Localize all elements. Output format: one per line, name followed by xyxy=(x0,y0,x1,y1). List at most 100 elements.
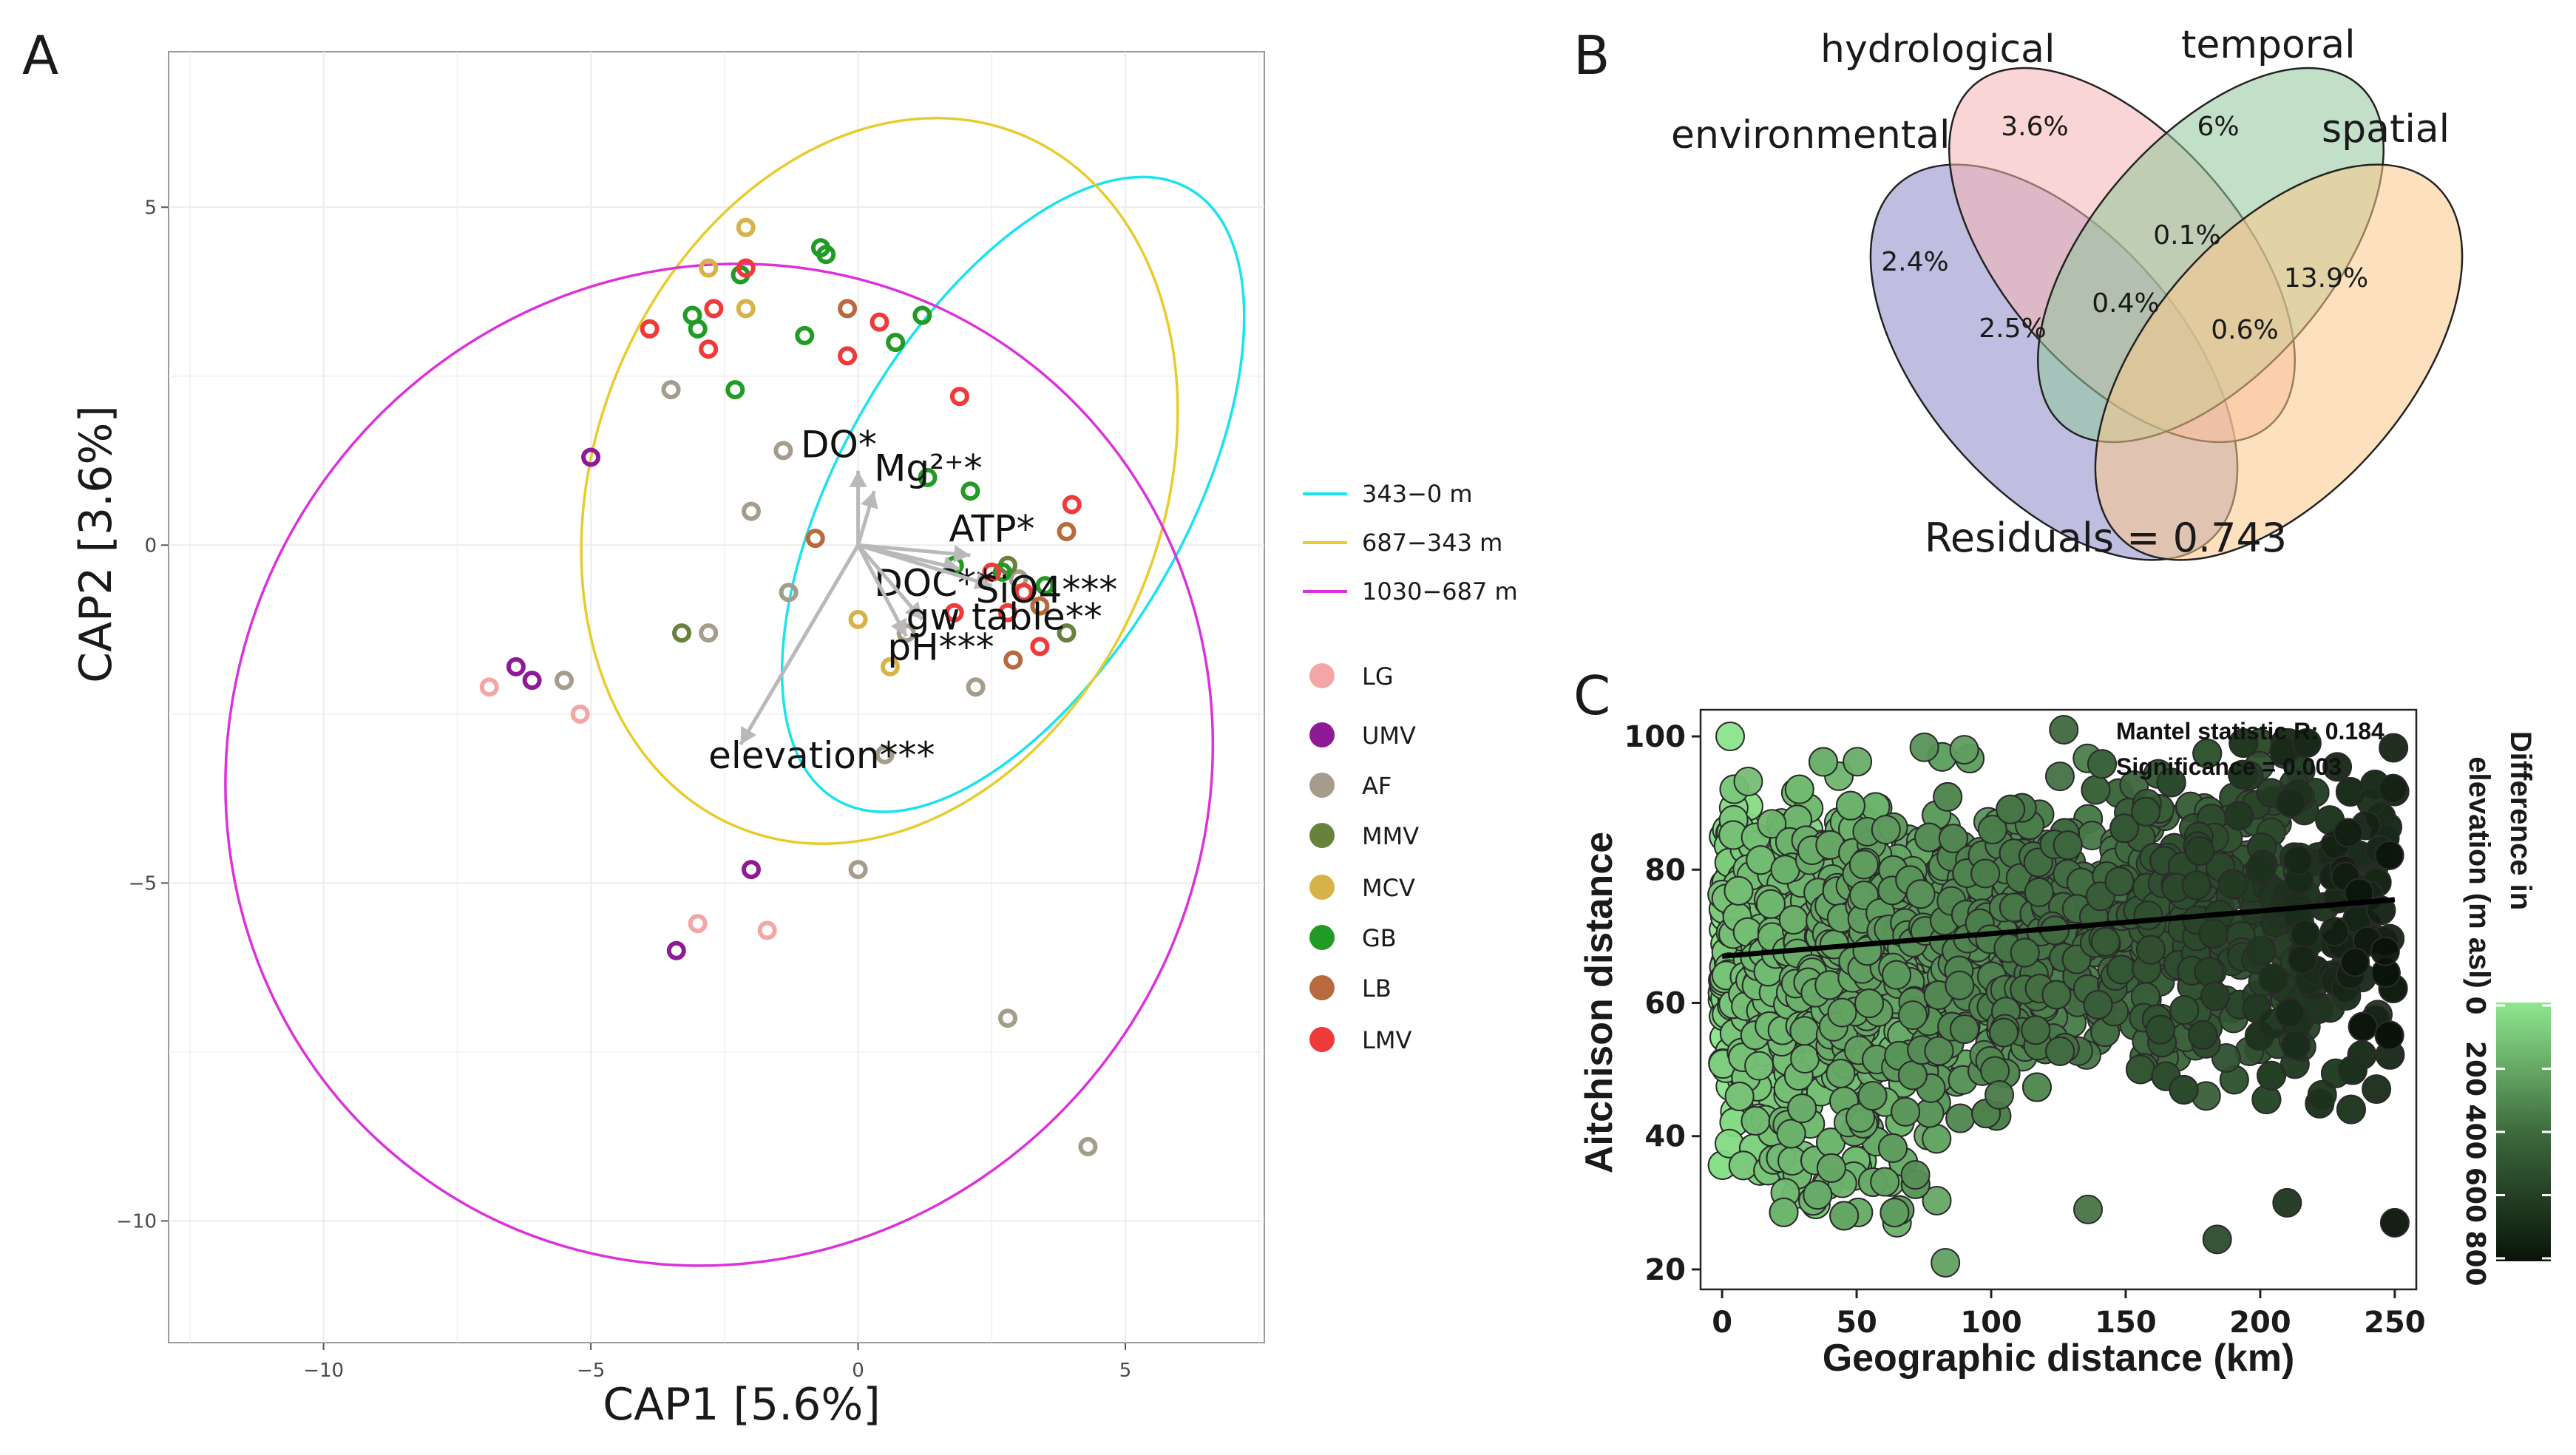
scatter-point xyxy=(1949,735,1979,765)
arrow-label: elevation*** xyxy=(708,734,935,777)
scatter-point xyxy=(2283,845,2314,875)
y-tick-label: 100 xyxy=(1624,720,1687,754)
arrow-head xyxy=(849,470,867,487)
point-LMV xyxy=(982,562,1002,582)
legend-label: LG xyxy=(1362,662,1394,691)
scatter-point xyxy=(1835,790,1865,821)
point-LMV xyxy=(838,346,858,366)
scatter-point xyxy=(2181,870,2211,901)
scatter-point xyxy=(2245,854,2276,884)
venn-region-env-only: 2.4% xyxy=(1881,247,1948,277)
point-AF xyxy=(773,441,793,461)
scatter-point xyxy=(1977,815,2007,845)
point-UMV xyxy=(522,671,542,691)
arrow-head xyxy=(941,556,960,574)
x-tick-label: 200 xyxy=(2229,1306,2291,1340)
scatter-point xyxy=(2045,1036,2075,1066)
scatter-point xyxy=(2021,1072,2052,1102)
x-tick-label: −10 xyxy=(303,1360,344,1382)
scatter-point xyxy=(1931,1247,1961,1278)
y-tick-label: 20 xyxy=(1644,1253,1686,1287)
point-LB xyxy=(805,529,825,549)
venn-region-env-hyd-tem: 2.5% xyxy=(1979,313,2046,344)
panel-a-y-ticks: 5 0 −5 −10 xyxy=(116,197,169,1232)
legend-key-MMV xyxy=(1309,823,1335,848)
point-GB xyxy=(992,562,1012,582)
scatter-point xyxy=(1809,747,1839,777)
point-LMV xyxy=(1062,495,1082,515)
point-LMV xyxy=(997,603,1017,623)
scatter-point xyxy=(1757,809,1787,839)
scatter-point xyxy=(2192,739,2223,769)
scatter-point xyxy=(1787,1093,1817,1124)
colorbar-tick-label: 200 xyxy=(2460,1041,2490,1096)
legend-label: 343−0 m xyxy=(1362,480,1473,508)
y-tick-label: −5 xyxy=(129,872,157,895)
arrow-label: DO* xyxy=(801,423,877,466)
venn-region-all-four: 0.4% xyxy=(2092,288,2159,319)
panel-b-venn: B environmental hydrological temporal sp… xyxy=(1573,23,2464,561)
point-GB xyxy=(816,245,836,265)
scatter-point xyxy=(2333,818,2364,848)
point-LMV xyxy=(640,319,660,339)
y-tick-label: 5 xyxy=(144,197,157,219)
scatter-point xyxy=(1789,1016,1820,1046)
legend-key-UMV xyxy=(1309,722,1335,747)
point-LMV xyxy=(870,312,889,332)
scatter-point xyxy=(1784,774,1814,804)
panel-c-y-ticks: 20 40 60 80 100 xyxy=(1624,720,1701,1287)
panel-c-significance: Significance = 0.003 xyxy=(2116,753,2342,780)
scatter-point xyxy=(2188,1020,2218,1050)
point-AF xyxy=(848,860,868,880)
scatter-point xyxy=(2194,957,2224,987)
arrow-shaft xyxy=(856,544,908,637)
scatter-point xyxy=(2053,830,2083,861)
point-AF xyxy=(661,380,681,400)
point-AF xyxy=(779,583,799,603)
scatter-point xyxy=(1891,1096,1921,1127)
point-LMV xyxy=(1030,637,1050,657)
point-UMV xyxy=(666,940,686,960)
scatter-point xyxy=(1755,889,1786,919)
venn-diagram xyxy=(1869,67,2464,561)
point-AF xyxy=(966,677,986,697)
scatter-point xyxy=(1922,1185,1952,1215)
point-UMV xyxy=(741,860,761,880)
point-AF xyxy=(997,1008,1017,1028)
scatter-point xyxy=(2378,773,2408,804)
arrow-label: ATP* xyxy=(949,508,1034,551)
panel-a-gridlines xyxy=(169,52,1264,1343)
scatter-point xyxy=(1769,1197,1799,1227)
legend-key-MCV xyxy=(1309,875,1335,900)
scatter-point xyxy=(1744,1051,1775,1081)
venn-residuals: Residuals = 0.743 xyxy=(1925,515,2287,561)
scatter-point xyxy=(1871,815,1901,845)
x-tick-label: 50 xyxy=(1836,1306,1877,1340)
scatter-point xyxy=(1878,1133,1908,1163)
scatter-point xyxy=(1905,879,1936,909)
scatter-point xyxy=(2090,926,2121,957)
scatter-point xyxy=(2106,954,2137,985)
point-LMV xyxy=(949,387,969,407)
ellipse-687-343-m xyxy=(580,116,1179,845)
point-MCV xyxy=(736,299,756,319)
arrow-head xyxy=(953,545,971,563)
panel-b-letter: B xyxy=(1573,24,1610,87)
scatter-point xyxy=(2374,1020,2404,1051)
scatter-point xyxy=(2131,796,2161,827)
arrow-label: gw table** xyxy=(906,596,1102,639)
scatter-point xyxy=(2135,935,2166,965)
panel-c-mantel-r: Mantel statistic R: 0.184 xyxy=(2116,718,2385,745)
scatter-point xyxy=(1724,1081,1755,1111)
point-MCV xyxy=(699,258,719,278)
point-LMV xyxy=(944,603,964,623)
venn-set-label-hydrological: hydrological xyxy=(1820,27,2055,72)
scatter-point xyxy=(2276,787,2306,818)
scatter-point xyxy=(1843,747,1873,777)
scatter-point xyxy=(1950,1014,1980,1044)
x-tick-label: 150 xyxy=(2095,1306,2157,1340)
arrow-head xyxy=(904,601,923,620)
scatter-point xyxy=(2280,1030,2311,1060)
scatter-point xyxy=(2374,840,2404,870)
y-tick-label: 80 xyxy=(1644,853,1686,887)
